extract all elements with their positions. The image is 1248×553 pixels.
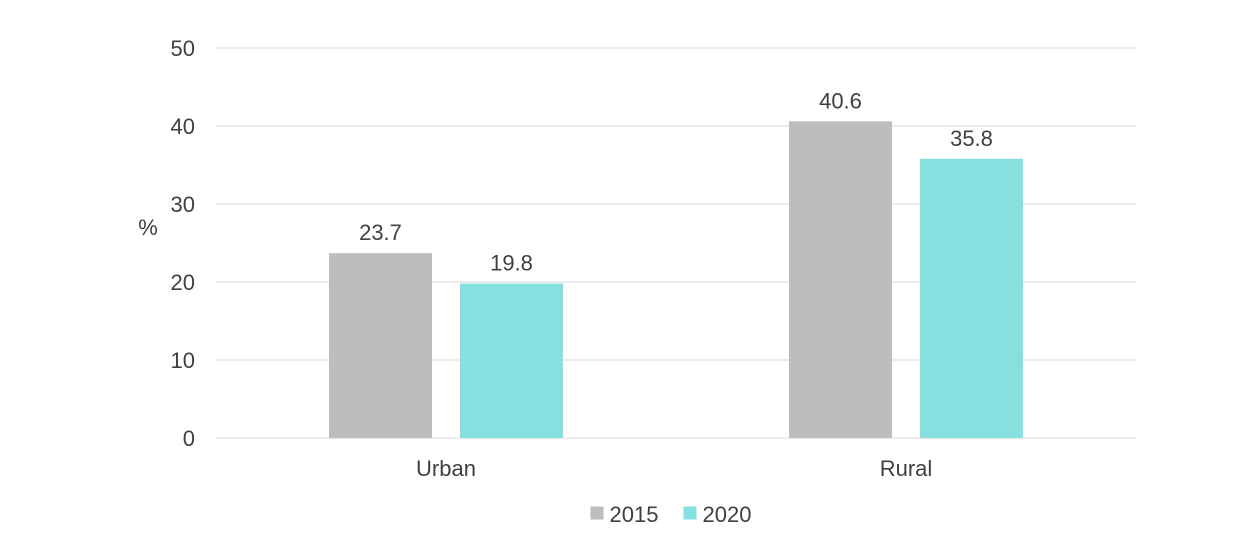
y-tick-label: 10 xyxy=(171,348,195,373)
y-tick-label: 40 xyxy=(171,114,195,139)
y-axis-ticks: 0 10 20 30 40 50 xyxy=(171,36,195,451)
category-label-urban: Urban xyxy=(416,456,476,481)
data-label-rural-2015: 40.6 xyxy=(819,88,862,113)
bars xyxy=(329,121,1023,438)
legend-label-2020: 2020 xyxy=(703,502,752,527)
data-label-rural-2020: 35.8 xyxy=(950,126,993,151)
y-tick-label: 50 xyxy=(171,36,195,61)
bar-rural-2020 xyxy=(920,158,1023,438)
legend-swatch-2015 xyxy=(590,506,604,520)
bar-urban-2015 xyxy=(329,253,432,438)
data-labels: 23.7 19.8 40.6 35.8 xyxy=(359,88,993,275)
x-axis-categories: Urban Rural xyxy=(416,456,932,481)
legend: 2015 2020 xyxy=(590,502,752,527)
y-tick-label: 0 xyxy=(183,426,195,451)
y-axis-title: % xyxy=(138,215,158,240)
legend-label-2015: 2015 xyxy=(610,502,659,527)
category-label-rural: Rural xyxy=(880,456,933,481)
legend-swatch-2020 xyxy=(683,506,697,520)
bar-urban-2020 xyxy=(460,283,563,438)
data-label-urban-2015: 23.7 xyxy=(359,220,402,245)
bar-rural-2015 xyxy=(789,121,892,438)
data-label-urban-2020: 19.8 xyxy=(490,251,533,276)
y-tick-label: 30 xyxy=(171,192,195,217)
y-tick-label: 20 xyxy=(171,270,195,295)
